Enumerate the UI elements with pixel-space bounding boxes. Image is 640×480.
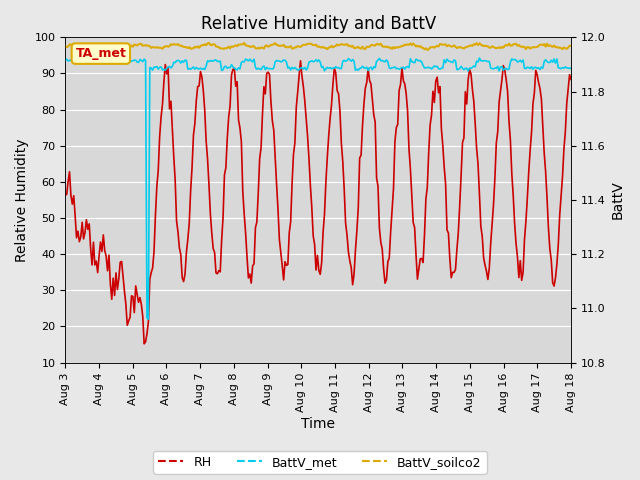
Title: Relative Humidity and BattV: Relative Humidity and BattV	[200, 15, 436, 33]
Y-axis label: BattV: BattV	[611, 180, 625, 219]
Text: TA_met: TA_met	[76, 47, 126, 60]
Y-axis label: Relative Humidity: Relative Humidity	[15, 138, 29, 262]
X-axis label: Time: Time	[301, 418, 335, 432]
Legend: RH, BattV_met, BattV_soilco2: RH, BattV_met, BattV_soilco2	[154, 451, 486, 474]
